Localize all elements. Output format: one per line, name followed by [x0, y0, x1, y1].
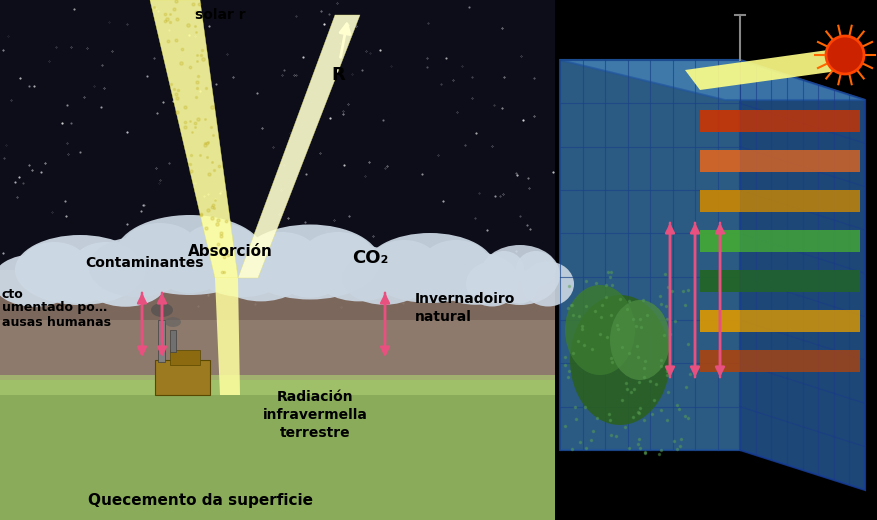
Bar: [0, 375, 555, 395]
Text: CO₂: CO₂: [352, 249, 389, 267]
Ellipse shape: [89, 237, 186, 297]
Text: Invernadoiro
natural: Invernadoiro natural: [415, 292, 516, 323]
Ellipse shape: [401, 263, 460, 301]
Ellipse shape: [247, 232, 317, 277]
Polygon shape: [685, 50, 845, 90]
Ellipse shape: [240, 225, 380, 300]
Bar: [700, 310, 740, 332]
Bar: [0, 380, 555, 520]
Bar: [740, 310, 860, 332]
Ellipse shape: [502, 270, 538, 304]
Polygon shape: [150, 0, 238, 278]
Ellipse shape: [565, 285, 635, 375]
Bar: [740, 270, 860, 292]
Bar: [170, 330, 176, 352]
Ellipse shape: [516, 251, 556, 287]
Ellipse shape: [570, 295, 670, 425]
Ellipse shape: [151, 303, 173, 317]
Text: cto: cto: [2, 289, 24, 302]
Bar: [170, 350, 200, 365]
Ellipse shape: [522, 262, 574, 306]
Bar: [740, 350, 860, 372]
Ellipse shape: [194, 237, 291, 297]
Bar: [700, 150, 740, 172]
Ellipse shape: [433, 252, 517, 305]
Ellipse shape: [303, 232, 373, 277]
Ellipse shape: [156, 249, 224, 293]
Ellipse shape: [466, 262, 518, 306]
Bar: [700, 350, 740, 372]
Ellipse shape: [115, 215, 265, 295]
Ellipse shape: [342, 252, 427, 305]
Ellipse shape: [279, 256, 341, 297]
Bar: [0, 320, 555, 400]
Polygon shape: [560, 60, 740, 450]
Bar: [0, 270, 555, 400]
Bar: [158, 320, 165, 362]
Bar: [700, 110, 740, 132]
Text: ausas humanas: ausas humanas: [2, 316, 111, 329]
Bar: [740, 110, 860, 132]
Text: R: R: [332, 66, 345, 84]
Bar: [740, 150, 860, 172]
Bar: [740, 190, 860, 212]
Ellipse shape: [216, 245, 306, 302]
Bar: [155, 360, 210, 395]
Ellipse shape: [313, 245, 404, 302]
Ellipse shape: [0, 254, 77, 307]
Bar: [740, 230, 860, 252]
Ellipse shape: [182, 223, 258, 271]
Ellipse shape: [480, 245, 560, 305]
Ellipse shape: [610, 300, 670, 380]
Text: Radiación
infravermella
terrestre: Radiación infravermella terrestre: [262, 389, 367, 440]
Ellipse shape: [826, 36, 864, 74]
Ellipse shape: [484, 251, 524, 287]
Ellipse shape: [165, 317, 181, 327]
Text: Absorción: Absorción: [188, 244, 273, 259]
Ellipse shape: [123, 223, 197, 271]
Polygon shape: [560, 60, 865, 100]
Ellipse shape: [74, 242, 139, 284]
Ellipse shape: [51, 265, 110, 303]
Polygon shape: [740, 60, 865, 490]
Bar: [0, 0, 555, 330]
Ellipse shape: [83, 254, 168, 307]
Text: umentado po…: umentado po…: [2, 302, 107, 315]
Text: Contaminantes: Contaminantes: [86, 256, 204, 270]
Bar: [700, 270, 740, 292]
Ellipse shape: [365, 233, 495, 303]
Bar: [700, 190, 740, 212]
Polygon shape: [238, 15, 360, 278]
Ellipse shape: [372, 240, 437, 282]
Ellipse shape: [424, 240, 488, 282]
Text: solar r: solar r: [195, 8, 246, 22]
Bar: [700, 230, 740, 252]
Text: Quecemento da superficie: Quecemento da superficie: [88, 492, 312, 508]
Ellipse shape: [15, 235, 145, 305]
Polygon shape: [215, 278, 240, 395]
Ellipse shape: [22, 242, 87, 284]
